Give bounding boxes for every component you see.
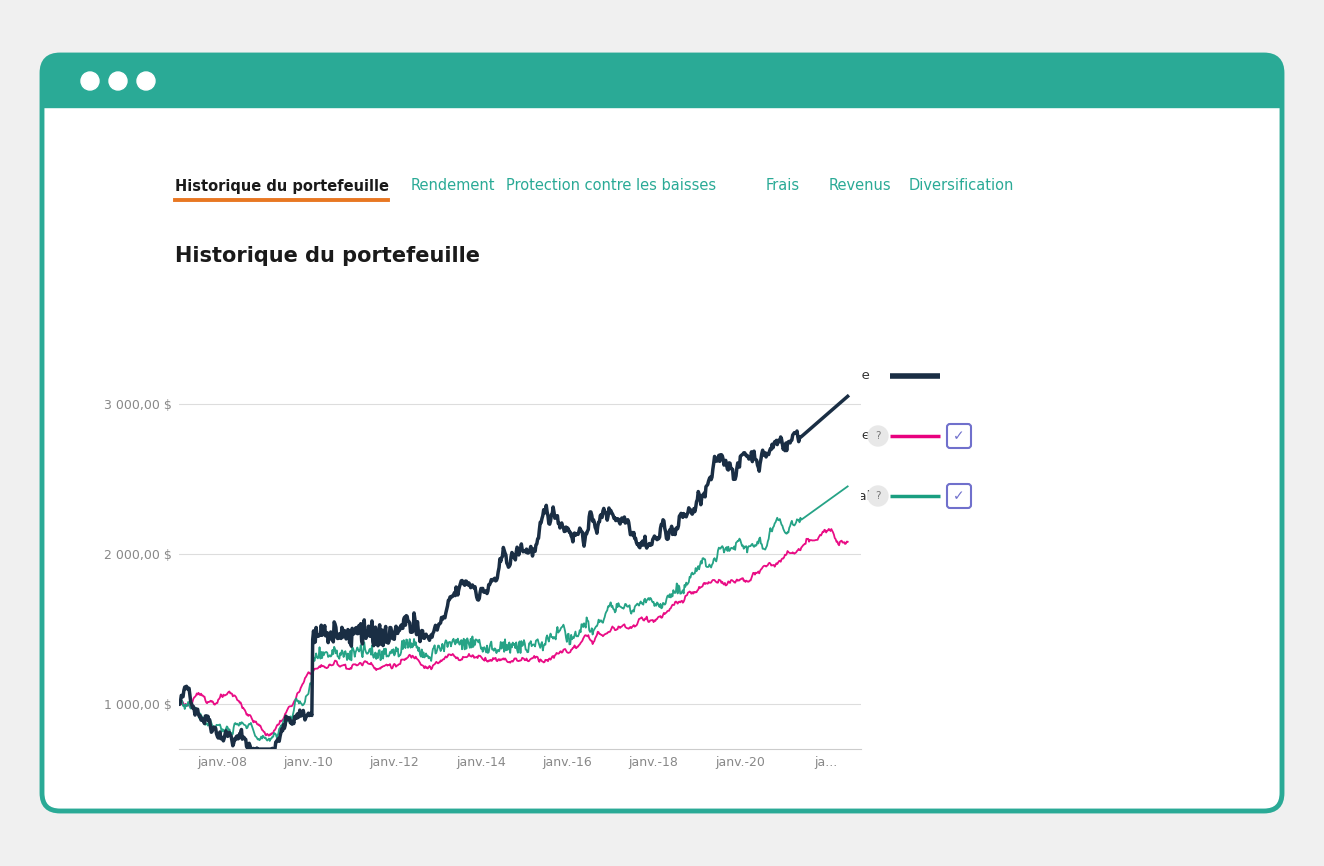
Circle shape: [136, 72, 155, 90]
FancyBboxPatch shape: [42, 55, 1282, 107]
Text: ?: ?: [875, 431, 880, 441]
Circle shape: [869, 486, 888, 506]
Text: Frais: Frais: [765, 178, 800, 193]
Text: Protection contre les baisses: Protection contre les baisses: [506, 178, 716, 193]
Circle shape: [109, 72, 127, 90]
Circle shape: [81, 72, 99, 90]
FancyBboxPatch shape: [947, 424, 970, 448]
Text: Historique du portefeuille: Historique du portefeuille: [175, 178, 389, 193]
Circle shape: [869, 426, 888, 446]
Text: Benchmark Mondial: Benchmark Mondial: [737, 489, 870, 502]
Text: Rendement: Rendement: [410, 178, 495, 193]
Text: ✓: ✓: [953, 429, 965, 443]
Text: Diversification: Diversification: [908, 178, 1014, 193]
Text: ?: ?: [875, 491, 880, 501]
Text: Historique du portefeuille: Historique du portefeuille: [175, 246, 481, 266]
Text: Revenus: Revenus: [829, 178, 891, 193]
Text: Votre portefeuille: Votre portefeuille: [755, 370, 870, 383]
Text: Benchmark domestique: Benchmark domestique: [711, 430, 870, 443]
FancyBboxPatch shape: [947, 484, 970, 508]
Text: ✓: ✓: [953, 489, 965, 503]
FancyBboxPatch shape: [42, 55, 1282, 811]
